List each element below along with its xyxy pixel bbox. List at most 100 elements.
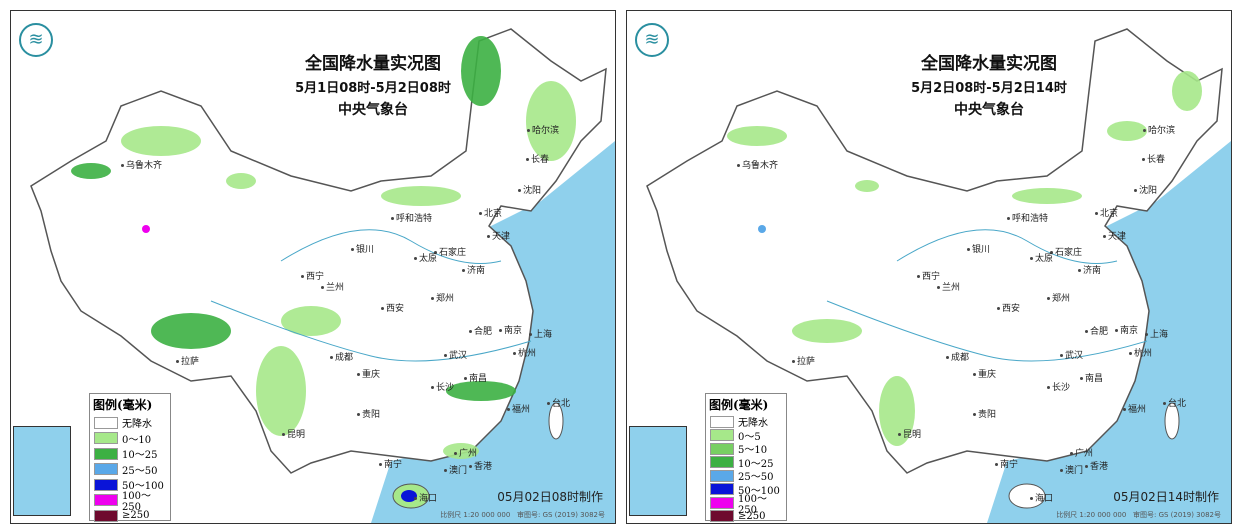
scale-text: 比例尺 1:20 000 000 (1056, 511, 1127, 519)
city-label: 郑州 (1047, 291, 1070, 304)
precipitation-area (1107, 121, 1147, 141)
city-label: 昆明 (282, 427, 305, 440)
legend-item: ≥250 (706, 510, 786, 524)
precipitation-area (792, 319, 862, 343)
legend-label: 10～25 (122, 450, 158, 462)
city-label: 太原 (1030, 251, 1053, 264)
precipitation-area (727, 126, 787, 146)
city-label: 武汉 (444, 348, 467, 361)
legend-swatch (710, 415, 734, 428)
precipitation-area (151, 313, 231, 349)
legend-item: 100～250 (706, 494, 786, 516)
legend-swatch (710, 496, 734, 509)
precipitation-area (1012, 188, 1082, 204)
city-label: 上海 (1145, 327, 1168, 340)
map-org: 中央气象台 (338, 102, 408, 118)
legend-swatch (710, 469, 734, 482)
legend-swatch (710, 456, 734, 469)
city-label: 济南 (462, 263, 485, 276)
legend-item: 50～100 (706, 483, 786, 497)
city-label: 昆明 (898, 427, 921, 440)
river (210, 300, 532, 362)
city-label: 澳门 (444, 463, 467, 476)
south-china-sea-inset (13, 426, 71, 516)
city-label: 成都 (946, 350, 969, 363)
city-label: 贵阳 (357, 407, 380, 420)
cma-logo-icon: ≋ (635, 23, 669, 57)
map-period: 5月2日08时-5月2日14时 (911, 81, 1067, 96)
legend-item: 25～50 (90, 462, 170, 478)
map-title: 全国降水量实况图 (921, 54, 1057, 74)
city-label: 兰州 (321, 280, 344, 293)
city-label: 石家庄 (1050, 245, 1082, 258)
made-time: 05月02日08时制作 (497, 490, 603, 504)
city-label: 沈阳 (1134, 183, 1157, 196)
legend-swatch (94, 447, 118, 460)
legend-item: 无降水 (706, 415, 786, 429)
scale-text: 比例尺 1:20 000 000 (440, 511, 511, 519)
precipitation-point (142, 225, 150, 233)
city-label: 乌鲁木齐 (737, 158, 778, 171)
made-time: 05月02日14时制作 (1113, 490, 1219, 504)
legend-label: ≥250 (122, 510, 150, 522)
legend-label: 0～5 (738, 431, 761, 443)
precipitation-area (281, 306, 341, 336)
cma-logo-icon: ≋ (19, 23, 53, 57)
legend-label: 50～100 (738, 485, 780, 497)
city-label: 南京 (499, 323, 522, 336)
precipitation-area (446, 381, 516, 401)
legend-title: 图例(毫米) (93, 398, 153, 412)
china-outline (646, 28, 1223, 474)
city-label: 长沙 (431, 380, 454, 393)
city-label: 银川 (967, 242, 990, 255)
legend-item: ≥250 (90, 508, 170, 523)
city-label: 南昌 (1080, 371, 1103, 384)
legend-item: 0～5 (706, 429, 786, 443)
map-org: 中央气象台 (954, 102, 1024, 118)
legend-swatch (710, 429, 734, 442)
city-label: 北京 (1095, 206, 1118, 219)
city-label: 南宁 (995, 457, 1018, 470)
china-map (627, 11, 1231, 523)
approval-number: 审图号: GS (2019) 3082号 (517, 511, 605, 519)
city-label: 海口 (1030, 491, 1053, 504)
city-label: 澳门 (1060, 463, 1083, 476)
city-label: 拉萨 (176, 354, 199, 367)
legend-label: 5～10 (738, 445, 768, 457)
city-label: 石家庄 (434, 245, 466, 258)
city-label: 西安 (381, 301, 404, 314)
city-label: 香港 (1085, 459, 1108, 472)
city-label: 福州 (1123, 402, 1146, 415)
city-label: 重庆 (357, 367, 380, 380)
city-label: 成都 (330, 350, 353, 363)
city-label: 南宁 (379, 457, 402, 470)
precipitation-area (256, 346, 306, 436)
legend-swatch (94, 416, 118, 429)
precipitation-area (855, 180, 879, 192)
city-label: 上海 (529, 327, 552, 340)
city-label: 济南 (1078, 263, 1101, 276)
legend-swatch (94, 478, 118, 491)
city-label: 乌鲁木齐 (121, 158, 162, 171)
legend: 图例(毫米) 无降水 0～10 10～25 25～50 50～100 100～250 ≥25… (89, 393, 171, 523)
city-label: 天津 (487, 229, 510, 242)
map-panel: ≋ 全国降水量实况图 5月2日08时-5月2日14时 中央气象台 乌鲁木齐 哈尔滨… (626, 10, 1232, 524)
scale-approval: 比例尺 1:20 000 000 审图号: GS (2019) 3082号 (1056, 510, 1221, 520)
precipitation-point (758, 225, 766, 233)
legend-label: ≥250 (738, 510, 766, 522)
legend-item: 100～250 (90, 491, 170, 513)
city-label: 长春 (1142, 152, 1165, 165)
city-label: 广州 (454, 446, 477, 459)
legend-label: 25～50 (738, 472, 774, 484)
legend-label: 无降水 (738, 418, 768, 430)
legend-label: 10～25 (738, 458, 774, 470)
approval-number: 审图号: GS (2019) 3082号 (1133, 511, 1221, 519)
city-label: 杭州 (1129, 346, 1152, 359)
precipitation-area (226, 173, 256, 189)
city-label: 合肥 (1085, 324, 1108, 337)
legend-item: 无降水 (90, 415, 170, 431)
legend-label: 25～50 (122, 465, 158, 477)
precipitation-area (401, 490, 417, 502)
precipitation-area (1172, 71, 1202, 111)
legend-swatch (710, 483, 734, 496)
